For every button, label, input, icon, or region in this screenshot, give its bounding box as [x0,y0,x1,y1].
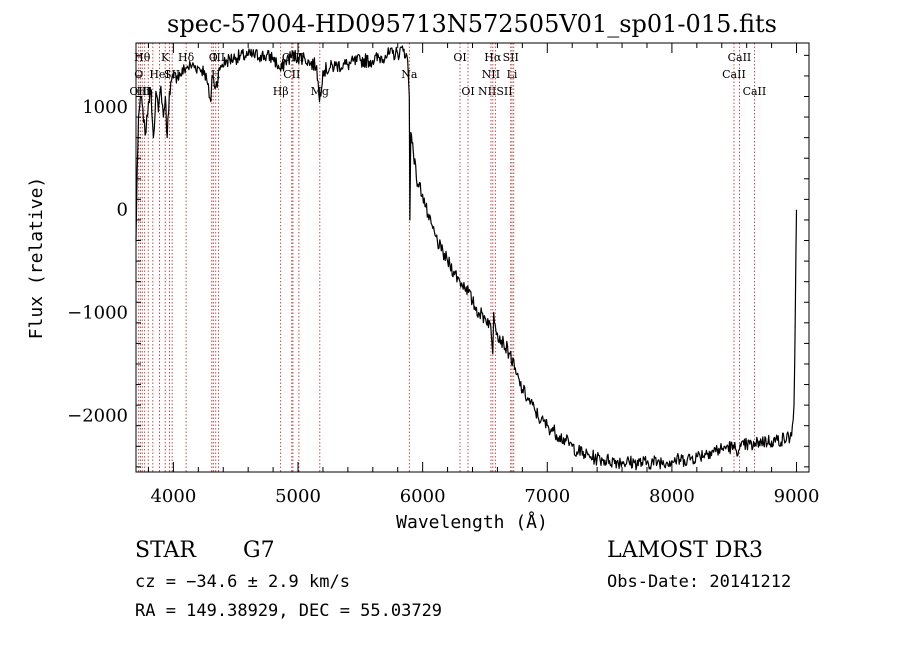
y-tick-label: −2000 [67,405,128,426]
y-axis-ticks: −2000 −1000 0 1000 [67,54,809,468]
line-label-26: SII [503,51,519,64]
line-label-15: Hβ [273,85,289,98]
x-axis-label: Wavelength (Å) [396,511,548,533]
line-label-7: K [161,51,170,64]
emission-line-markers [138,43,755,472]
x-tick-label: 5000 [275,486,321,507]
line-label-27: Li [507,68,518,81]
line-label-19: Mg [311,85,329,98]
line-label-29: CaII [722,68,746,81]
observation-date: Obs-Date: 20141212 [607,572,792,592]
line-label-25: NIISII [478,85,513,98]
y-tick-label: 1000 [82,97,128,118]
line-label-10: Hδ [178,51,195,64]
line-label-22: OI [461,85,474,98]
line-label-0: O [134,68,143,81]
coordinates-readout: RA = 149.38929, DEC = 55.03729 [135,601,443,621]
line-label-24: Hα [484,51,502,64]
line-label-18: CII [283,68,300,81]
line-label-13: H [211,68,221,81]
y-axis-label: Flux (relative) [26,177,47,340]
line-label-31: CaII [743,85,767,98]
survey-name: LAMOST DR3 [607,538,763,563]
y-tick-label: 0 [117,200,128,221]
chart-title: spec-57004-HD095713N572505V01_sp01-015.f… [167,10,777,38]
x-tick-label: 4000 [150,486,196,507]
line-label-21: OI [453,51,466,64]
line-label-3: Hη [137,85,153,98]
plot-frame [135,42,810,473]
line-label-12: O [209,51,218,64]
x-tick-label: 7000 [524,486,570,507]
y-tick-label: −1000 [67,303,128,324]
line-label-1: OIII [129,85,151,98]
redshift-readout: cz = −34.6 ± 2.9 km/s [135,572,350,592]
line-label-14: III [212,51,225,64]
line-label-2: Hθ [134,51,151,64]
object-subclass: G7 [243,538,275,563]
object-class: STAR [135,538,196,563]
line-label-6: HeI [149,68,169,81]
line-label-4: I [146,85,150,98]
line-label-20: Na [401,68,418,81]
x-tick-label: 9000 [774,486,820,507]
x-tick-label: 8000 [649,486,695,507]
x-axis-ticks: 4000 5000 6000 7000 8000 9000 [147,43,820,507]
line-label-30: CaII [728,51,752,64]
spectrum-line [135,45,798,471]
line-label-23: NII [482,68,500,81]
x-tick-label: 6000 [400,486,446,507]
